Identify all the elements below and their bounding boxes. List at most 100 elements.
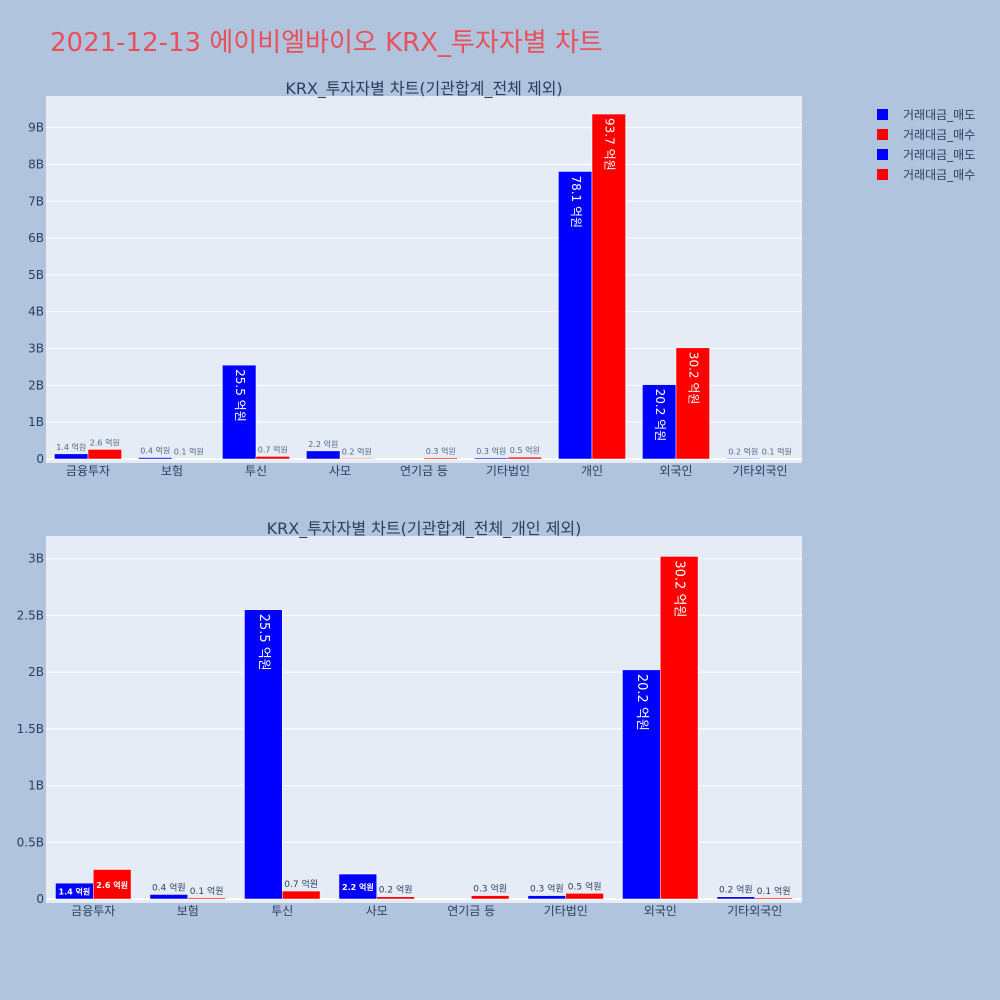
panel2-x-tick-label: 투신 <box>271 904 293 918</box>
panel2-data-label: 2.6 억원 <box>96 880 128 890</box>
panel1-data-label: 0.1 억원 <box>174 447 204 457</box>
panel1-data-label: 93.7 억원 <box>603 118 617 171</box>
panel2-y-tick-label: 0 <box>36 892 44 906</box>
panel2-x-tick-label: 기타법인 <box>544 904 588 918</box>
panel2-data-label: 0.3 억원 <box>473 883 507 895</box>
panel1-data-label: 30.2 억원 <box>687 352 701 405</box>
panel1-data-label: 2.2 억원 <box>308 439 338 449</box>
legend-swatch <box>877 169 888 180</box>
panel2-x-tick-label: 금융투자 <box>71 904 115 918</box>
panel2-bar <box>471 895 510 900</box>
panel1-bar <box>474 457 509 460</box>
panel2-x-tick-label: 기타외국인 <box>727 904 782 918</box>
panel1-data-label: 25.5 억원 <box>233 369 247 422</box>
panel2-bar <box>282 890 321 900</box>
legend-entry-label: 거래대금_매수 <box>903 168 975 182</box>
panel2-data-label: 0.2 억원 <box>719 884 753 896</box>
panel2-bar <box>754 897 793 900</box>
panel1-bar <box>726 458 761 460</box>
legend-entry-label: 거래대금_매도 <box>903 148 975 162</box>
panel1-data-label: 1.4 억원 <box>56 442 86 452</box>
legend-entry-label: 거래대금_매수 <box>903 128 975 142</box>
panel1-bar <box>54 453 89 460</box>
panel2-bar <box>93 869 132 900</box>
panel1-bar <box>558 171 593 460</box>
panel2-bar <box>376 896 415 900</box>
panel1-x-tick-label: 기타법인 <box>486 464 530 478</box>
legend-swatch <box>877 129 888 140</box>
panel2-data-label: 0.3 억원 <box>530 883 564 895</box>
panel1-bar <box>222 364 257 460</box>
panel1-bar <box>138 457 173 460</box>
panel1-x-tick-label: 개인 <box>581 464 603 478</box>
panel2-y-tick-label: 1B <box>28 779 44 793</box>
panel1-x-tick-label: 투신 <box>245 464 267 478</box>
panel1-bar <box>306 450 341 460</box>
legend-entry-label: 거래대금_매도 <box>903 108 975 122</box>
panel1-bar <box>339 458 374 460</box>
panel1-bar <box>255 456 290 460</box>
panel2-data-label: 0.1 억원 <box>757 885 791 897</box>
panel1-bar <box>591 113 626 460</box>
panel2-bar <box>187 897 226 900</box>
panel1-data-label: 0.3 억원 <box>476 446 506 456</box>
panel1-data-label: 20.2 억원 <box>653 389 667 442</box>
panel1-y-tick-label: 9B <box>28 121 44 135</box>
panel1-data-label: 0.2 억원 <box>728 446 758 456</box>
panel2-bar <box>565 893 604 900</box>
panel1-bar <box>87 449 122 460</box>
panel1-y-tick-label: 5B <box>28 268 44 282</box>
panel2-data-label: 25.5 억원 <box>256 614 271 671</box>
panel2-y-tick-label: 1.5B <box>17 722 44 736</box>
panel2-bar <box>660 556 699 900</box>
panel2-bar <box>527 895 567 900</box>
panel2-y-tick-label: 3B <box>28 552 44 566</box>
panel1-y-tick-label: 6B <box>28 231 44 245</box>
panel2-data-label: 0.1 억원 <box>190 885 224 897</box>
panel1-y-tick-label: 1B <box>28 415 44 429</box>
panel2-data-label: 0.2 억원 <box>379 884 413 896</box>
panel1-data-label: 0.4 억원 <box>140 446 170 456</box>
panel1-y-tick-label: 0 <box>36 452 44 466</box>
panel1-x-tick-label: 금융투자 <box>66 464 110 478</box>
panel1-title: KRX_투자자별 차트(기관합계_전체 제외) <box>285 79 562 99</box>
panel1-data-label: 78.1 억원 <box>569 175 583 228</box>
panel1-bar <box>642 384 677 460</box>
panel1-y-tick-label: 2B <box>28 378 44 392</box>
page-title: 2021-12-13 에이비엘바이오 KRX_투자자별 차트 <box>50 28 603 58</box>
panel2-y-tick-label: 0.5B <box>17 835 44 849</box>
panel2-x-tick-label: 사모 <box>366 904 388 918</box>
panel2-data-label: 2.2 억원 <box>342 882 374 892</box>
panel2-title: KRX_투자자별 차트(기관합계_전체_개인 제외) <box>267 519 582 539</box>
panel2-data-label: 0.5 억원 <box>568 880 602 892</box>
panel2-bar <box>149 894 188 900</box>
legend-swatch <box>877 149 888 160</box>
panel2-x-tick-label: 외국인 <box>644 904 677 918</box>
panel1-data-label: 0.5 억원 <box>510 445 540 455</box>
panel1-data-label: 2.6 억원 <box>90 437 120 447</box>
panel1-data-label: 0.3 억원 <box>426 446 456 456</box>
panel2-bar <box>338 873 378 900</box>
panel2-data-label: 0.4 억원 <box>152 881 186 893</box>
panel2-y-tick-label: 2B <box>28 665 44 679</box>
panel1-x-tick-label: 외국인 <box>659 464 692 478</box>
panel1-data-label: 0.7 억원 <box>258 444 288 454</box>
panel1-x-tick-label: 기타외국인 <box>732 464 787 478</box>
legend-swatch <box>877 109 888 120</box>
panel1-data-label: 0.1 억원 <box>762 447 792 457</box>
panel2-data-label: 30.2 억원 <box>672 560 687 617</box>
panel1-x-tick-label: 사모 <box>329 464 351 478</box>
panel2-bar <box>716 896 756 900</box>
panel1-bar <box>423 457 458 460</box>
panel2-data-label: 1.4 억원 <box>59 887 91 897</box>
panel1-y-tick-label: 3B <box>28 342 44 356</box>
panel1-y-tick-label: 7B <box>28 194 44 208</box>
panel1-bar <box>675 347 710 460</box>
panel1-bar <box>507 456 542 460</box>
panel1-y-tick-label: 8B <box>28 157 44 171</box>
panel2-bar <box>622 669 661 900</box>
panel2-data-label: 0.7 억원 <box>284 878 318 890</box>
panel2-data-label: 20.2 억원 <box>634 674 649 731</box>
panel2-x-tick-label: 연기금 등 <box>447 904 495 918</box>
panel1-y-tick-label: 4B <box>28 305 44 319</box>
